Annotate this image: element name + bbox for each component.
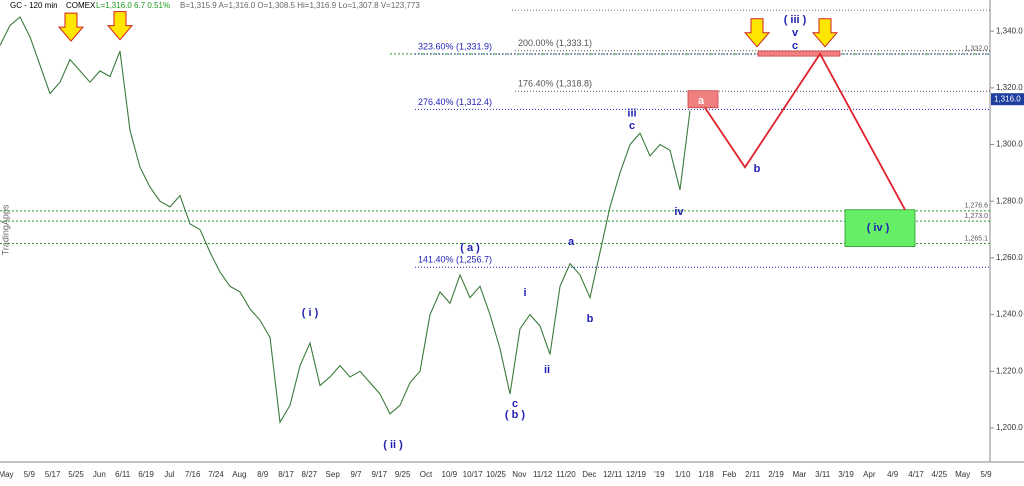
price-line: [0, 16, 691, 425]
x-tick-label: May: [955, 470, 970, 479]
x-tick-label: Mar: [792, 470, 806, 479]
x-tick-label: 2/11: [745, 470, 761, 479]
wave-label: ( iii ): [784, 14, 807, 26]
zone-box: [844, 209, 916, 247]
wave-label: ( i ): [302, 307, 319, 319]
x-tick-label: 9/25: [395, 470, 411, 479]
fib-label: 200.00% (1,333.1): [518, 38, 592, 48]
x-tick-label: 10/25: [486, 470, 507, 479]
y-tick-label: 1,280.0: [996, 196, 1023, 205]
x-tick-label: Jul: [164, 470, 174, 479]
arrow: [57, 12, 85, 42]
x-tick-label: 3/19: [838, 470, 854, 479]
y-tick-label: 1,300.0: [996, 140, 1023, 149]
wave-label: c: [512, 398, 518, 410]
x-tick-label: 1/10: [675, 470, 691, 479]
quote: B=1,315.9 A=1,316.0 O=1,308.5 Hi=1,316.9…: [180, 1, 420, 10]
wave-label: ( a ): [460, 242, 480, 254]
x-tick-label: 7/24: [208, 470, 224, 479]
arrow: [743, 18, 771, 48]
y-tick-label: 1,220.0: [996, 366, 1023, 375]
x-tick-label: 10/17: [463, 470, 484, 479]
x-tick-label: 5/9: [980, 470, 992, 479]
x-tick-label: 8/17: [278, 470, 294, 479]
wave-label: c: [792, 40, 798, 52]
fib-label: 176.40% (1,318.8): [518, 79, 592, 89]
change: L=1,316.0 6.7 0.51%: [96, 1, 170, 10]
x-tick-label: 12/19: [626, 470, 647, 479]
wave-label: ii: [544, 364, 550, 376]
level-label: 1,273.0: [965, 213, 988, 220]
x-tick-label: Aug: [232, 470, 246, 479]
x-tick-label: Dec: [582, 470, 596, 479]
x-tick-label: 11/12: [533, 470, 553, 479]
y-tick-label: 1,260.0: [996, 253, 1023, 262]
projection-line: [704, 52, 906, 211]
x-tick-label: 4/25: [932, 470, 948, 479]
x-tick-label: 11/20: [556, 470, 576, 479]
x-tick-label: 5/9: [24, 470, 36, 479]
zone-box: [687, 90, 719, 109]
x-tick-label: 5/17: [45, 470, 61, 479]
x-tick-label: Sep: [326, 470, 341, 479]
x-tick-label: May: [0, 470, 14, 479]
y-tick-label: 1,240.0: [996, 310, 1023, 319]
level-label: 1,265.1: [965, 235, 988, 242]
wave-label: b: [587, 313, 594, 325]
x-tick-label: Apr: [863, 470, 876, 479]
x-tick-label: 6/19: [138, 470, 154, 479]
last-price-label: 1,316.0: [994, 94, 1021, 103]
arrow: [811, 18, 839, 48]
x-tick-label: 6/11: [115, 470, 131, 479]
fib-label: 276.40% (1,312.4): [418, 97, 492, 107]
x-tick-label: 4/9: [887, 470, 899, 479]
y-tick-label: 1,320.0: [996, 83, 1023, 92]
symbol: GC - 120 min: [10, 1, 58, 10]
wave-label: a: [698, 95, 705, 107]
wave-label: i: [523, 287, 526, 299]
exchange: COMEX: [66, 1, 96, 10]
x-tick-label: '19: [654, 470, 665, 479]
x-tick-label: Jun: [93, 470, 106, 479]
watermark: TradingApps: [0, 204, 10, 255]
wave-label: iv: [674, 206, 684, 218]
level-label: 1,332.0: [965, 46, 988, 53]
y-tick-label: 1,340.0: [996, 26, 1023, 35]
zone-box: [757, 50, 841, 57]
wave-label: ( iv ): [867, 222, 890, 234]
x-tick-label: 1/18: [698, 470, 714, 479]
x-tick-label: 4/17: [908, 470, 924, 479]
x-tick-label: Oct: [420, 470, 433, 479]
x-tick-label: Feb: [722, 470, 736, 479]
x-tick-label: 2/19: [768, 470, 784, 479]
x-tick-label: 9/7: [350, 470, 362, 479]
wave-label: b: [754, 163, 761, 175]
x-tick-label: 3/11: [815, 470, 831, 479]
level-label: 1,276.6: [965, 203, 988, 210]
x-tick-label: 12/11: [603, 470, 623, 479]
wave-label: ( b ): [505, 409, 525, 421]
x-tick-label: 8/27: [302, 470, 318, 479]
x-tick-label: 7/16: [185, 470, 201, 479]
x-tick-label: 9/17: [372, 470, 388, 479]
wave-label: a: [568, 236, 575, 248]
x-tick-label: 10/9: [442, 470, 458, 479]
wave-label: v: [792, 27, 799, 39]
fib-label: 323.60% (1,331.9): [418, 42, 492, 52]
wave-label: ( ii ): [383, 439, 403, 451]
wave-label: c: [629, 120, 635, 132]
x-tick-label: 5/25: [68, 470, 84, 479]
fib-label: 141.40% (1,256.7): [418, 255, 492, 265]
x-tick-label: Nov: [512, 470, 526, 479]
arrow: [106, 11, 134, 41]
x-tick-label: 8/9: [257, 470, 269, 479]
y-tick-label: 1,200.0: [996, 423, 1023, 432]
last-price-tag: [991, 93, 1024, 106]
wave-label: iii: [627, 107, 636, 119]
